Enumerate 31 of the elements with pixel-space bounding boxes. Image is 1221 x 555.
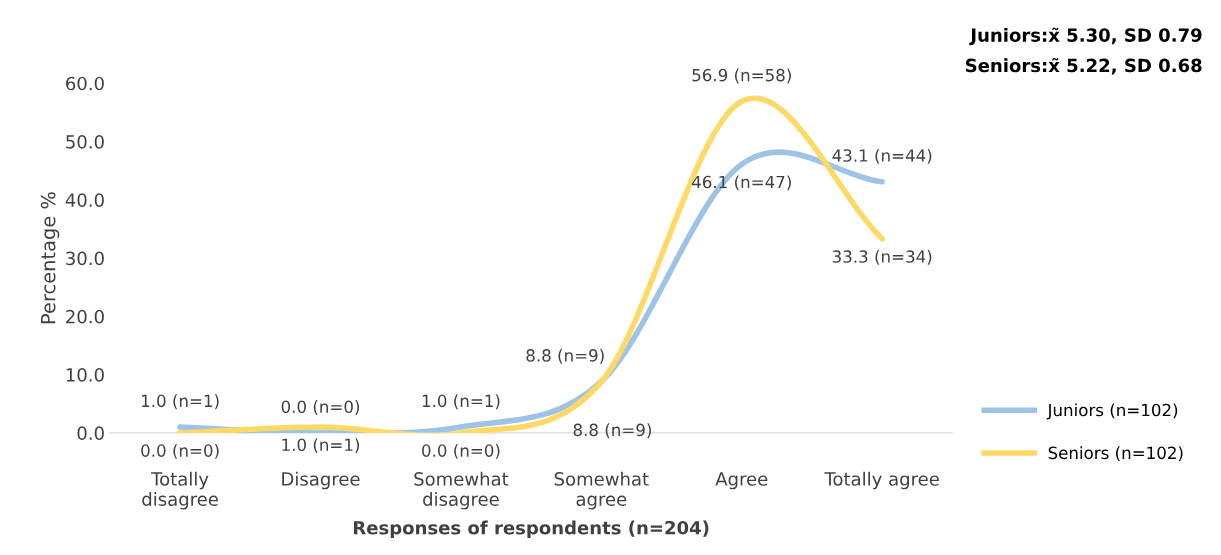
data-label: 0.0 (n=0): [422, 444, 500, 459]
y-axis-title: Percentage %: [40, 192, 60, 324]
text: Seniors:x̃ 5.22, SD 0.68: [965, 57, 1202, 75]
data-label: 1.0 (n=1): [141, 394, 219, 410]
x-tick-label: Agree: [715, 472, 768, 490]
data-label: 8.8 (n=9): [573, 423, 651, 439]
y-tick-label: 60.0: [66, 76, 104, 91]
x-axis-title: Responses of respondents (n=204): [354, 520, 709, 539]
y-tick-label: 0.0: [77, 426, 104, 441]
y-tick-label: 50.0: [66, 134, 104, 149]
data-label: 33.3 (n=34): [832, 249, 932, 265]
y-tick-label: 20.0: [66, 309, 104, 324]
x-tick-label: Somewhat agree: [554, 471, 649, 510]
y-tick-label: 40.0: [65, 193, 104, 207]
text: Juniors:x̃ 5.30, SD 0.79: [969, 27, 1202, 46]
data-label: 0.0 (n=0): [281, 400, 360, 415]
data-label: 43.1 (n=44): [832, 148, 932, 164]
x-tick-label: Disagree: [282, 471, 360, 490]
legend-label: Juniors (n=102): [1046, 403, 1178, 420]
data-label: 8.8 (n=9): [526, 348, 604, 364]
data-label: 0.0 (n=0): [141, 444, 219, 459]
x-tick-label: Somewhat disagree: [414, 471, 509, 510]
data-label: 1.0 (n=1): [422, 394, 500, 410]
y-tick-label: 10.0: [66, 368, 104, 382]
y-tick-label: 30.0: [66, 251, 104, 266]
data-label: 1.0 (n=1): [282, 438, 360, 454]
data-label: 46.1 (n=47): [692, 175, 791, 191]
data-label: 56.9 (n=58): [692, 68, 791, 84]
legend-label: Seniors (n=102): [1048, 446, 1183, 462]
x-tick-label: Totally agree: [824, 471, 939, 490]
x-tick-label: Totally disagree: [142, 471, 218, 510]
